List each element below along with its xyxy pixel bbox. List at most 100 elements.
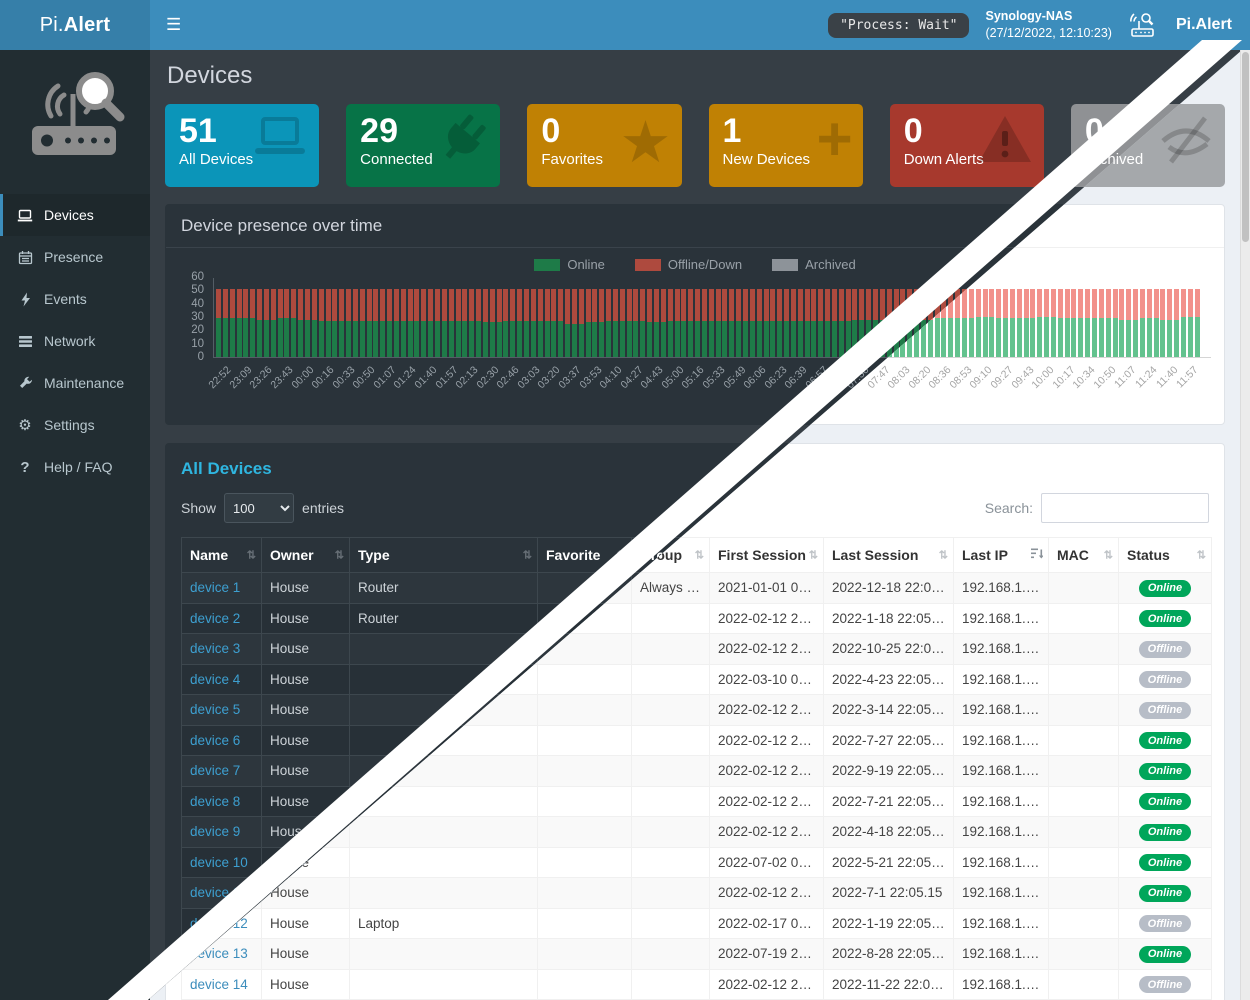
chart-bar bbox=[756, 289, 762, 357]
sidebar-item-events[interactable]: Events bbox=[0, 278, 150, 320]
legend-swatch-online bbox=[534, 258, 561, 271]
device-link[interactable]: device 4 bbox=[190, 671, 241, 687]
chart-bar bbox=[304, 289, 310, 357]
chart-bar bbox=[1037, 289, 1043, 357]
device-link[interactable]: device 1 bbox=[190, 580, 241, 596]
col-status[interactable]: Status⇅ bbox=[1118, 537, 1212, 573]
chart-bar bbox=[592, 289, 598, 357]
chart-bar bbox=[298, 289, 304, 357]
chart-bar bbox=[530, 289, 536, 357]
sidebar-item-network[interactable]: Network bbox=[0, 320, 150, 362]
cell-mac bbox=[1048, 572, 1119, 604]
legend-offline: Offline/Down bbox=[634, 257, 742, 272]
device-link[interactable]: device 2 bbox=[190, 610, 241, 626]
sidebar-item-help[interactable]: ? Help / FAQ bbox=[0, 446, 150, 488]
cell-owner: House bbox=[261, 633, 350, 665]
cell-first_session: 2022-02-12 22:05 bbox=[709, 633, 824, 665]
chart-bar bbox=[318, 289, 324, 357]
cell-type bbox=[349, 846, 538, 878]
chart-bar bbox=[448, 289, 454, 357]
device-link[interactable]: device 3 bbox=[190, 641, 241, 657]
cell-group bbox=[631, 755, 710, 787]
chart-bar bbox=[585, 289, 591, 357]
sidebar-item-devices[interactable]: Devices bbox=[0, 194, 150, 236]
col-first-session[interactable]: First Session⇅ bbox=[709, 537, 824, 573]
cell-first_session: 2022-02-12 22:05 bbox=[709, 816, 824, 848]
cell-mac bbox=[1048, 602, 1119, 634]
cell-first_session: 2022-02-12 22:05 bbox=[709, 602, 824, 634]
sidebar-item-presence[interactable]: Presence bbox=[0, 236, 150, 278]
entries-select[interactable]: 100 bbox=[224, 493, 295, 523]
sidebar-item-settings[interactable]: ⚙ Settings bbox=[0, 404, 150, 446]
chart-bar bbox=[633, 289, 639, 357]
chart-bar bbox=[1078, 289, 1084, 357]
card-new-devices[interactable]: 1 New Devices + bbox=[708, 104, 863, 187]
chart-bar bbox=[886, 289, 892, 357]
cell-favorite bbox=[537, 663, 632, 695]
legend-swatch-offline bbox=[634, 258, 661, 271]
device-link[interactable]: device 9 bbox=[190, 824, 241, 840]
show-label: Show bbox=[181, 500, 217, 516]
device-link[interactable]: device 7 bbox=[190, 763, 241, 779]
chart-bar bbox=[831, 289, 837, 357]
cell-mac bbox=[1048, 694, 1119, 726]
device-link[interactable]: device 10 bbox=[190, 854, 248, 870]
chart-bar bbox=[565, 289, 571, 357]
sidebar: Devices Presence Events Network bbox=[0, 50, 150, 1000]
device-link[interactable]: device 11 bbox=[190, 885, 247, 901]
cell-owner: House bbox=[261, 785, 350, 817]
col-mac[interactable]: MAC⇅ bbox=[1048, 537, 1119, 573]
cell-group bbox=[631, 785, 710, 817]
col-favorite[interactable]: Favorite⇅ bbox=[537, 537, 632, 573]
device-link[interactable]: device 6 bbox=[190, 732, 241, 748]
cell-last_ip: 192.168.1.55 bbox=[953, 663, 1049, 695]
card-down-alerts[interactable]: 0 Down Alerts bbox=[889, 104, 1044, 187]
chart-bar bbox=[968, 289, 974, 357]
chart-bar bbox=[428, 289, 434, 357]
vertical-scrollbar[interactable] bbox=[1240, 50, 1250, 1000]
status-badge: Offline bbox=[1139, 701, 1191, 719]
col-last-session[interactable]: Last Session⇅ bbox=[823, 537, 954, 573]
chart-bar bbox=[482, 289, 488, 357]
page-title: Devices bbox=[167, 62, 253, 89]
cell-favorite bbox=[537, 724, 632, 756]
cell-last_ip: 192.168.1.54 bbox=[953, 633, 1049, 665]
pialert-logo bbox=[0, 50, 150, 178]
app-logo[interactable]: Pi.Alert bbox=[0, 0, 150, 50]
chart-bar bbox=[551, 289, 557, 357]
device-link[interactable]: device 5 bbox=[190, 702, 241, 718]
chart-bar bbox=[1044, 289, 1050, 357]
status-badge: Online bbox=[1139, 762, 1191, 780]
sidebar-item-maintenance[interactable]: Maintenance bbox=[0, 362, 150, 404]
cell-type: Router bbox=[349, 572, 538, 604]
chart-bar bbox=[1133, 289, 1139, 357]
sidebar-toggle-icon[interactable]: ☰ bbox=[166, 15, 182, 34]
card-connected[interactable]: 29 Connected bbox=[346, 104, 501, 187]
search-input[interactable] bbox=[1041, 493, 1209, 523]
sort-icon: ⇅ bbox=[246, 549, 256, 562]
chart-bar bbox=[845, 289, 851, 357]
cell-first_session: 2022-07-19 23:45 bbox=[709, 938, 824, 970]
cell-group bbox=[631, 907, 710, 939]
chart-bar bbox=[571, 289, 577, 357]
chart-bar bbox=[216, 289, 221, 357]
navbar: ☰ "Process: Wait" Synology-NAS (27/12/20… bbox=[150, 0, 1250, 50]
col-owner[interactable]: Owner⇅ bbox=[261, 537, 350, 573]
chart-bar bbox=[517, 289, 523, 357]
plus-icon: + bbox=[816, 105, 853, 174]
scrollbar-thumb[interactable] bbox=[1242, 52, 1249, 242]
chart-bar bbox=[1030, 289, 1036, 357]
device-link[interactable]: device 8 bbox=[190, 793, 241, 809]
chart-bar bbox=[352, 289, 358, 357]
legend-label: Archived bbox=[805, 257, 856, 272]
col-type[interactable]: Type⇅ bbox=[349, 537, 538, 573]
col-name[interactable]: Name⇅ bbox=[181, 537, 262, 573]
chart-bar bbox=[400, 289, 406, 357]
card-all-devices[interactable]: 51 All Devices bbox=[165, 104, 320, 187]
col-last-ip[interactable]: Last IP bbox=[953, 537, 1049, 573]
card-favorites[interactable]: 0 Favorites ★ bbox=[527, 104, 682, 187]
chart-bar bbox=[510, 289, 516, 357]
chart-bar bbox=[729, 289, 735, 357]
device-link[interactable]: device 14 bbox=[190, 976, 248, 992]
